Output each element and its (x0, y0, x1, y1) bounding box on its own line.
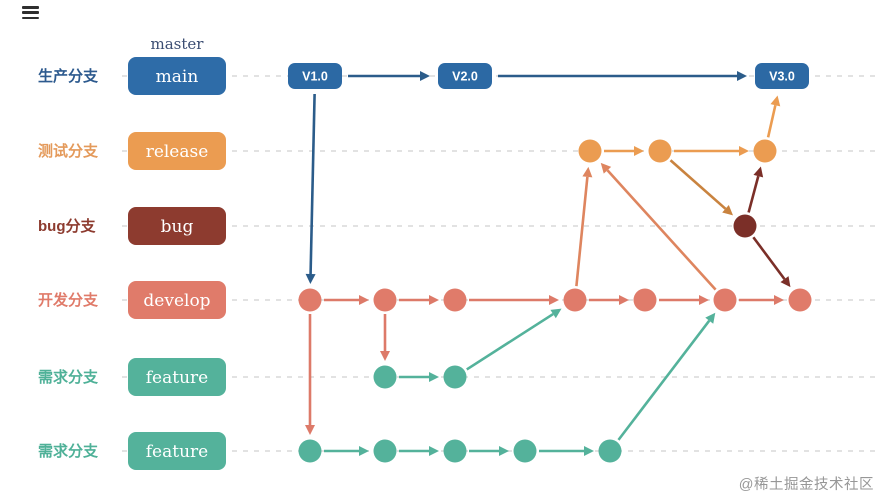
version-tag-label-v1: V1.0 (302, 70, 328, 84)
commit-node-d7 (788, 288, 812, 312)
commit-node-d5 (633, 288, 657, 312)
edge-arrowhead-d3-to-d4 (549, 295, 559, 305)
edge-arrowhead-f1b-to-d4 (550, 308, 562, 319)
lane-label-develop: 开发分支 (38, 291, 99, 309)
commit-node-r3 (753, 139, 777, 163)
branch-pill-release (128, 132, 226, 170)
edge-arrowhead-d5-to-d6 (699, 295, 709, 305)
edge-arrowhead-bug1-to-r3 (753, 166, 764, 178)
lane-label-feature2: 需求分支 (38, 442, 99, 460)
edge-bug1-to-d7 (752, 236, 786, 280)
commit-node-r2 (648, 139, 672, 163)
edge-arrowhead-d4-to-d5 (619, 295, 629, 305)
menu-icon-bar (22, 16, 39, 19)
edge-arrowhead-bug1-to-d7 (780, 276, 791, 288)
lane-label-feature1: 需求分支 (38, 368, 99, 386)
menu-icon-bar (22, 11, 39, 14)
branch-pill-feature2 (128, 432, 226, 470)
edge-arrowhead-d6-to-d7 (774, 295, 784, 305)
branch-pill-label-main: main (156, 67, 199, 87)
commit-node-d4 (563, 288, 587, 312)
commit-node-d3 (443, 288, 467, 312)
commit-node-r1 (578, 139, 602, 163)
lane-label-release: 测试分支 (38, 142, 99, 160)
edge-v1-to-d1 (309, 93, 316, 275)
edge-arrowhead-d4-to-r1 (582, 166, 593, 178)
edge-arrowhead-d1-to-f2a (305, 425, 315, 435)
branch-note-main: master (151, 35, 205, 53)
edge-d4-to-r1 (575, 176, 589, 287)
branch-pill-label-bug: bug (161, 217, 194, 237)
commit-node-bug1 (733, 214, 757, 238)
edge-arrowhead-r3-to-v3 (770, 95, 781, 107)
edge-arrowhead-v1-to-d1 (305, 273, 316, 285)
commit-node-f2e (598, 439, 622, 463)
edge-arrowhead-d2-to-d3 (429, 295, 439, 305)
version-tag-v2 (438, 63, 492, 89)
edge-bug1-to-r3 (747, 175, 760, 213)
branch-pill-feature1 (128, 358, 226, 396)
lane-label-main: 生产分支 (38, 67, 99, 85)
menu-icon-bar (22, 6, 39, 9)
menu-icon (22, 6, 39, 19)
branch-pill-bug (128, 207, 226, 245)
edge-r3-to-v3 (766, 104, 777, 138)
version-tag-v1 (288, 63, 342, 89)
edge-arrowhead-d1-to-d2 (359, 295, 369, 305)
lane-label-bug: bug分支 (38, 217, 96, 235)
commit-node-f1b (443, 365, 467, 389)
branch-pill-label-develop: develop (143, 291, 210, 311)
edge-arrowhead-r2-to-r3 (739, 146, 749, 156)
edge-arrowhead-d2-to-f1a (380, 351, 390, 361)
commit-node-f2a (298, 439, 322, 463)
commit-node-f2c (443, 439, 467, 463)
edge-arrowhead-f1a-to-f1b (429, 372, 439, 382)
edge-arrowhead-f2b-to-f2c (429, 446, 439, 456)
branch-pill-label-release: release (146, 142, 209, 162)
commit-node-f2d (513, 439, 537, 463)
branch-pill-main (128, 57, 226, 95)
edge-f1b-to-d4 (466, 312, 554, 371)
branch-pill-label-feature1: feature (146, 368, 208, 388)
commit-node-d2 (373, 288, 397, 312)
edge-arrowhead-f2e-to-d6 (705, 312, 716, 324)
edge-arrowhead-f2c-to-f2d (499, 446, 509, 456)
branch-pill-label-feature2: feature (146, 442, 208, 462)
edge-arrowhead-f2a-to-f2b (359, 446, 369, 456)
edge-arrowhead-r1-to-r2 (634, 146, 644, 156)
commit-node-f1a (373, 365, 397, 389)
commit-node-f2b (373, 439, 397, 463)
edge-d6-to-r1 (606, 169, 717, 291)
version-tag-v3 (755, 63, 809, 89)
edge-arrowhead-f2d-to-f2e (584, 446, 594, 456)
edge-r2-to-bug1 (669, 159, 727, 210)
edge-arrowhead-d6-to-r1 (600, 162, 612, 174)
edge-arrowhead-v2-to-v3 (737, 71, 747, 81)
watermark: @稀土掘金技术社区 (738, 477, 874, 493)
edge-arrowhead-r2-to-bug1 (722, 205, 734, 216)
edge-f2e-to-d6 (617, 319, 711, 441)
branch-pill-develop (128, 281, 226, 319)
commit-node-d6 (713, 288, 737, 312)
version-tag-label-v2: V2.0 (452, 70, 478, 84)
commit-node-d1 (298, 288, 322, 312)
edge-arrowhead-v1-to-v2 (420, 71, 430, 81)
version-tag-label-v3: V3.0 (769, 70, 795, 84)
